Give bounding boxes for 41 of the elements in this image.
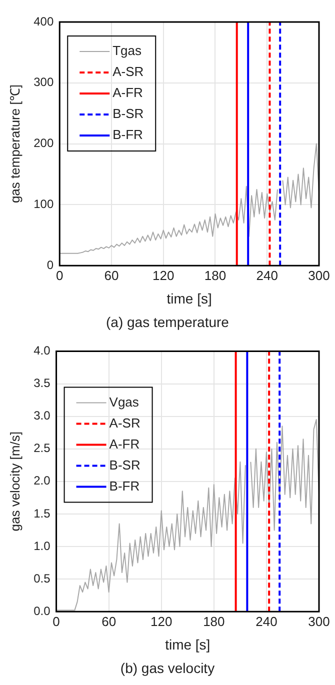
y-tick-label: 3.5	[34, 376, 51, 390]
legend-label: A-FR	[109, 436, 140, 452]
x-tick-label: 120	[150, 614, 172, 629]
legend-label: B-SR	[109, 457, 140, 472]
x-tick-label: 60	[102, 614, 116, 629]
y-tick-label: 0.5	[34, 571, 51, 586]
y-tick-label: 1.5	[34, 506, 51, 520]
y-tick-label: 200	[34, 136, 54, 150]
x-tick-label: 180	[203, 614, 225, 629]
x-tick-label: 300	[308, 614, 330, 629]
text: (b) gas velocity	[119, 659, 216, 678]
y-tick-label: 4.0	[34, 344, 51, 358]
x-tick-label: 240	[256, 614, 278, 629]
legend-label: B-FR	[112, 127, 143, 142]
y-tick-label: 0.0	[34, 604, 51, 618]
legend-label: B-SR	[112, 106, 144, 122]
x-tick-label: 60	[104, 268, 119, 283]
y-tick-label: 300	[34, 75, 54, 90]
x-tick-label: 0	[56, 268, 64, 283]
y-tick-label: 2.5	[34, 441, 51, 456]
y-tick-label: 2.0	[34, 474, 51, 488]
legend-label: A-FR	[112, 85, 143, 100]
legend-label: Vgas	[109, 394, 140, 410]
x-tick-label: 240	[256, 268, 278, 283]
x-tick-label: 120	[152, 268, 174, 283]
y-tick-label: 100	[34, 197, 54, 212]
legend-label: B-FR	[109, 478, 140, 494]
y-tick-label: 0	[46, 258, 54, 272]
x-axis-title: time [s]	[166, 290, 212, 306]
x-tick-label: 180	[204, 268, 226, 283]
legend-label: A-SR	[112, 64, 144, 80]
x-tick-label: 300	[308, 268, 330, 283]
legend-label: Tgas	[112, 43, 142, 58]
legend-label: A-SR	[109, 415, 140, 430]
y-tick-label: 3.0	[34, 408, 51, 423]
y-axis-title: gas velocity [m/s]	[7, 432, 22, 532]
y-tick-label: 400	[34, 14, 54, 28]
x-axis-title: time [s]	[165, 636, 210, 652]
y-axis-title: gas temperature [℃]	[7, 84, 22, 204]
text: (a) gas temperature	[105, 313, 230, 332]
y-tick-label: 1.0	[34, 538, 51, 553]
